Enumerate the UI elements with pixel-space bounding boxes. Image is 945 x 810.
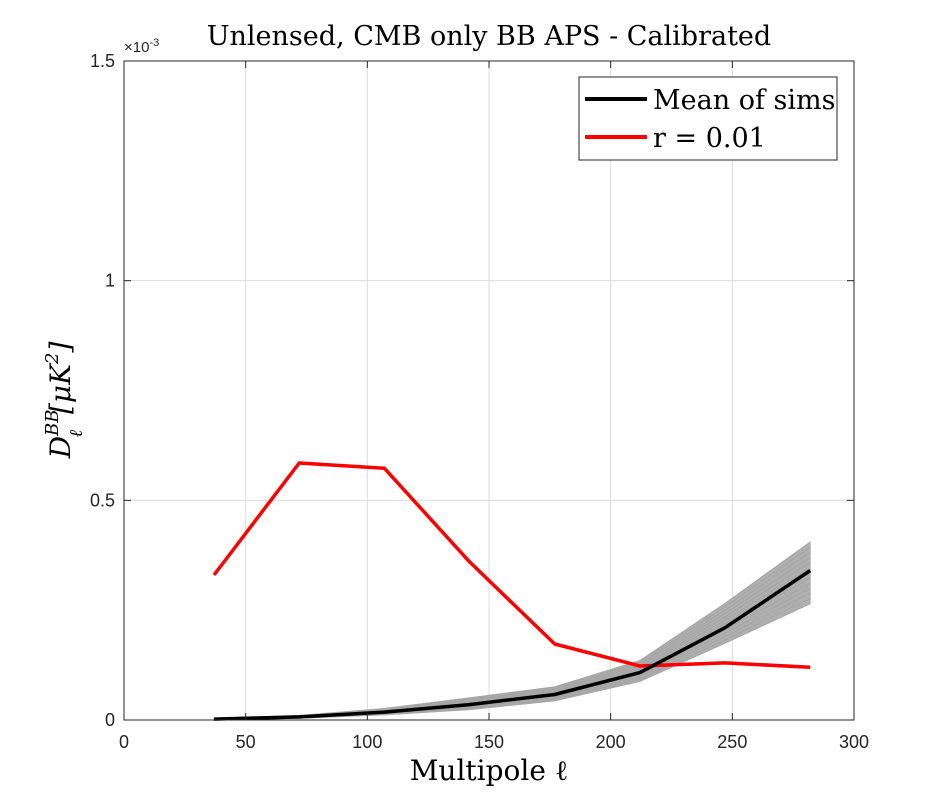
y-axis-label-main: D	[44, 436, 77, 459]
y-exponent: ×10-3	[124, 37, 159, 56]
plot-area: 0 50 100 150 200 250 300 0 0.5 1 1.5	[90, 51, 869, 752]
y-axis-label-subscript: ℓ	[66, 430, 87, 438]
y-axis-label-superscript: BB	[42, 410, 63, 437]
x-tick-label: 150	[474, 732, 504, 752]
x-tick-label: 300	[839, 732, 869, 752]
y-exponent-base: ×10	[124, 39, 149, 56]
y-tick-label: 1.5	[90, 51, 115, 71]
y-tick-label: 0	[105, 710, 115, 730]
y-axis-label-unit-end: ]	[44, 342, 77, 354]
legend: Mean of sims r = 0.01	[578, 76, 838, 161]
legend-label: Mean of sims	[653, 85, 835, 116]
x-tick-label: 0	[119, 732, 129, 752]
series-line-r-0-01	[212, 461, 811, 670]
chart-title: Unlensed, CMB only BB APS - Calibrated	[207, 21, 771, 52]
y-tick-label: 1	[105, 271, 115, 291]
y-axis-label-unit-superscript: 2	[42, 353, 63, 365]
series-line-mean-of-sims	[213, 569, 812, 721]
legend-label: r = 0.01	[653, 123, 766, 154]
x-tick-label: 200	[596, 732, 626, 752]
x-axis-label: Multipole ℓ	[410, 754, 568, 787]
series-group	[212, 461, 812, 721]
legend-box	[578, 76, 838, 161]
y-axis-label: DBB ℓ [μK2]	[42, 342, 87, 460]
y-tick-label: 0.5	[90, 490, 115, 510]
y-exponent-power: -3	[149, 37, 159, 49]
x-tick-label: 100	[352, 732, 382, 752]
ticks: 0 50 100 150 200 250 300 0 0.5 1 1.5	[90, 51, 869, 752]
y-axis-label-unit: [μK	[44, 362, 77, 414]
x-tick-label: 250	[717, 732, 747, 752]
x-tick-label: 50	[236, 732, 256, 752]
